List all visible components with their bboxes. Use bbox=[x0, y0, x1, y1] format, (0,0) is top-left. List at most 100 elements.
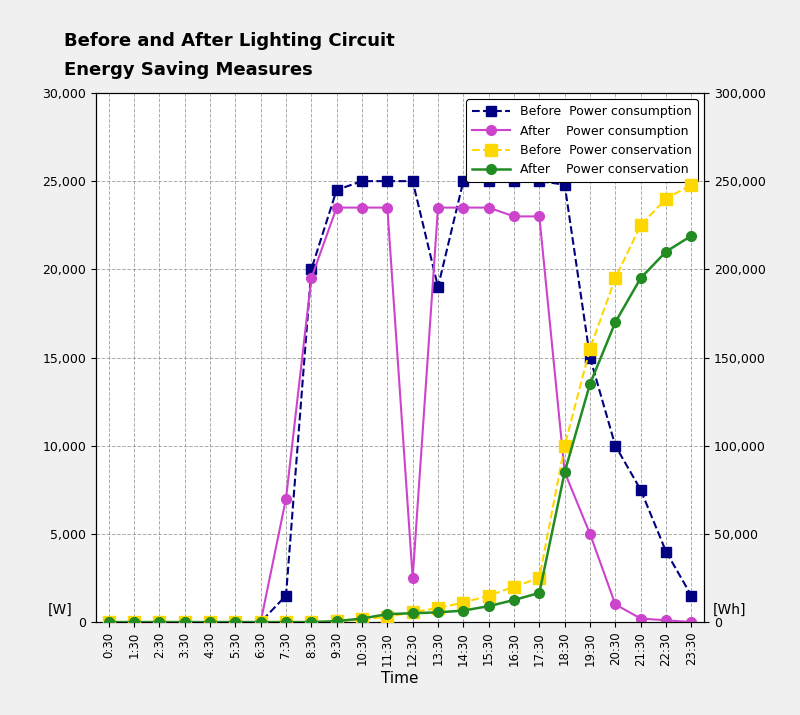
After    Power conservation bbox=[458, 606, 468, 615]
After    Power conservation bbox=[306, 618, 316, 626]
Before  Power conservation bbox=[357, 615, 366, 623]
After    Power consumption bbox=[205, 618, 214, 626]
Line: Before  Power consumption: Before Power consumption bbox=[104, 177, 696, 627]
After    Power consumption bbox=[282, 494, 291, 503]
Before  Power conservation bbox=[180, 618, 190, 626]
Before  Power consumption bbox=[586, 353, 595, 362]
Before  Power conservation bbox=[205, 618, 214, 626]
After    Power consumption bbox=[686, 618, 696, 626]
After    Power conservation bbox=[509, 596, 518, 604]
Before  Power consumption bbox=[686, 591, 696, 600]
Before  Power conservation bbox=[458, 598, 468, 607]
Before  Power conservation bbox=[661, 194, 670, 203]
Before  Power consumption bbox=[104, 618, 114, 626]
Text: Energy Saving Measures: Energy Saving Measures bbox=[64, 61, 313, 79]
After    Power conservation bbox=[661, 247, 670, 256]
Before  Power conservation bbox=[484, 591, 494, 600]
After    Power consumption bbox=[382, 203, 392, 212]
After    Power conservation bbox=[230, 618, 240, 626]
Before  Power conservation bbox=[636, 221, 646, 230]
Before  Power consumption bbox=[230, 618, 240, 626]
Before  Power conservation bbox=[154, 618, 164, 626]
After    Power conservation bbox=[408, 609, 418, 618]
Before  Power consumption bbox=[636, 485, 646, 494]
Line: Before  Power conservation: Before Power conservation bbox=[103, 179, 697, 628]
After    Power consumption bbox=[560, 468, 570, 476]
Before  Power conservation bbox=[332, 617, 342, 626]
Before  Power consumption bbox=[509, 177, 518, 185]
Text: [Wh]: [Wh] bbox=[713, 603, 746, 617]
After    Power conservation bbox=[560, 468, 570, 476]
Before  Power conservation bbox=[434, 603, 443, 612]
Before  Power conservation bbox=[534, 573, 544, 582]
Before  Power consumption bbox=[256, 618, 266, 626]
Before  Power conservation bbox=[408, 608, 418, 616]
After    Power consumption bbox=[458, 203, 468, 212]
After    Power conservation bbox=[256, 618, 266, 626]
After    Power consumption bbox=[509, 212, 518, 221]
Before  Power consumption bbox=[382, 177, 392, 185]
After    Power consumption bbox=[180, 618, 190, 626]
Legend: Before  Power consumption, After    Power consumption, Before  Power conservatio: Before Power consumption, After Power co… bbox=[466, 99, 698, 182]
After    Power consumption bbox=[636, 614, 646, 623]
Before  Power consumption bbox=[661, 547, 670, 556]
Text: [W]: [W] bbox=[47, 603, 72, 617]
Line: After    Power consumption: After Power consumption bbox=[104, 203, 696, 627]
Before  Power conservation bbox=[230, 618, 240, 626]
After    Power consumption bbox=[306, 274, 316, 282]
Before  Power consumption bbox=[534, 177, 544, 185]
Before  Power consumption bbox=[205, 618, 214, 626]
Before  Power consumption bbox=[130, 618, 139, 626]
Before  Power consumption bbox=[560, 180, 570, 189]
Before  Power consumption bbox=[282, 591, 291, 600]
After    Power conservation bbox=[636, 274, 646, 282]
After    Power conservation bbox=[534, 588, 544, 597]
After    Power conservation bbox=[434, 608, 443, 616]
After    Power consumption bbox=[357, 203, 366, 212]
After    Power consumption bbox=[154, 618, 164, 626]
After    Power consumption bbox=[434, 203, 443, 212]
Before  Power consumption bbox=[484, 177, 494, 185]
Text: Before and After Lighting Circuit: Before and After Lighting Circuit bbox=[64, 32, 394, 50]
After    Power conservation bbox=[205, 618, 214, 626]
After    Power conservation bbox=[104, 618, 114, 626]
Before  Power conservation bbox=[509, 583, 518, 591]
Before  Power consumption bbox=[332, 186, 342, 194]
After    Power conservation bbox=[686, 232, 696, 240]
Before  Power consumption bbox=[357, 177, 366, 185]
After    Power conservation bbox=[382, 610, 392, 618]
Before  Power conservation bbox=[560, 441, 570, 450]
Before  Power conservation bbox=[382, 613, 392, 621]
After    Power consumption bbox=[332, 203, 342, 212]
Before  Power consumption bbox=[306, 265, 316, 274]
After    Power consumption bbox=[661, 616, 670, 625]
Before  Power consumption bbox=[610, 441, 620, 450]
After    Power conservation bbox=[484, 602, 494, 611]
After    Power conservation bbox=[130, 618, 139, 626]
Before  Power consumption bbox=[408, 177, 418, 185]
Before  Power conservation bbox=[610, 274, 620, 282]
Before  Power consumption bbox=[154, 618, 164, 626]
After    Power consumption bbox=[256, 618, 266, 626]
After    Power conservation bbox=[282, 618, 291, 626]
Before  Power conservation bbox=[104, 618, 114, 626]
After    Power conservation bbox=[586, 380, 595, 388]
After    Power conservation bbox=[180, 618, 190, 626]
Before  Power conservation bbox=[306, 618, 316, 626]
Before  Power consumption bbox=[434, 282, 443, 291]
After    Power consumption bbox=[484, 203, 494, 212]
After    Power consumption bbox=[534, 212, 544, 221]
Before  Power conservation bbox=[686, 180, 696, 189]
Before  Power conservation bbox=[586, 345, 595, 353]
Before  Power consumption bbox=[180, 618, 190, 626]
Before  Power conservation bbox=[282, 618, 291, 626]
After    Power consumption bbox=[610, 600, 620, 608]
Before  Power conservation bbox=[256, 618, 266, 626]
After    Power conservation bbox=[610, 318, 620, 327]
After    Power conservation bbox=[332, 617, 342, 626]
After    Power consumption bbox=[130, 618, 139, 626]
After    Power consumption bbox=[408, 573, 418, 582]
Before  Power consumption bbox=[458, 177, 468, 185]
After    Power consumption bbox=[586, 530, 595, 538]
After    Power consumption bbox=[230, 618, 240, 626]
